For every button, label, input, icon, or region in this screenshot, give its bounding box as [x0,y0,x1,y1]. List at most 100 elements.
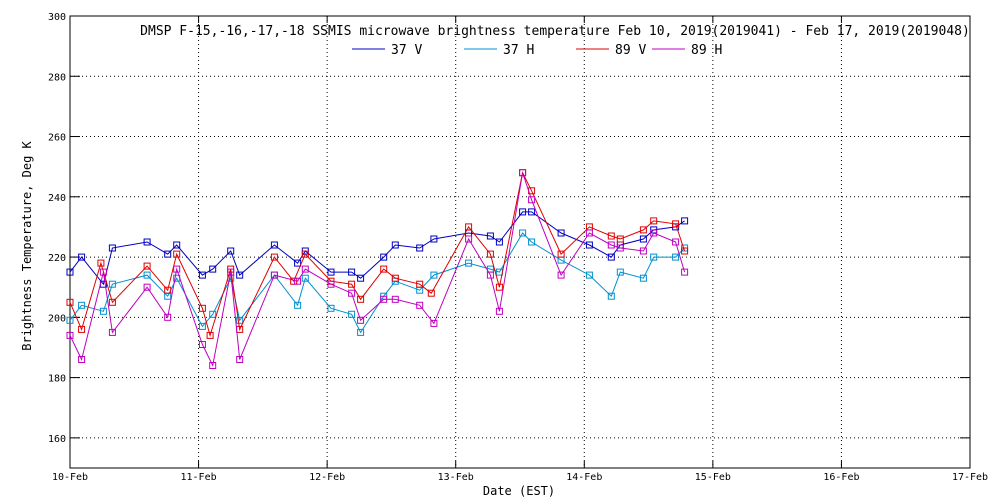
data-point-37h [672,253,680,261]
data-point-37v [585,241,593,249]
chart-title: DMSP F-15,-16,-17,-18 SSMIS microwave br… [140,24,970,39]
data-point-89v [391,274,399,282]
data-point-37v [78,253,86,261]
x-tick-label: 14-Feb [566,472,602,483]
data-point-89v [348,280,356,288]
data-point-37h [650,253,658,261]
data-point-37v [348,268,356,276]
data-point-37v [495,238,503,246]
data-point-89h [270,271,278,279]
legend-label-89v: 89 V [615,43,646,58]
data-point-37h [301,274,309,282]
x-axis-label: Date (EST) [483,484,555,498]
y-tick-label: 300 [48,12,66,23]
data-point-89h [528,196,536,204]
data-point-89v [78,325,86,333]
y-tick-label: 280 [48,72,66,83]
data-point-89v [66,298,74,306]
data-point-89h [650,229,658,237]
data-point-37v [164,250,172,258]
x-tick-label: 10-Feb [52,472,88,483]
legend-label-37h: 37 H [503,43,534,58]
data-point-37h [616,268,624,276]
x-tick-label: 16-Feb [823,472,859,483]
data-point-89h [557,271,565,279]
x-tick-label: 12-Feb [309,472,345,483]
data-point-89v [108,298,116,306]
data-point-37v [294,259,302,267]
data-point-89h [607,241,615,249]
data-point-37v [380,253,388,261]
data-point-89h [209,362,217,369]
legend-label-89h: 89 H [691,43,722,58]
data-point-89h [164,313,172,321]
data-point-37v [557,229,565,237]
data-point-89v [164,286,172,294]
data-point-89h [227,268,235,276]
data-point-37v [391,241,399,249]
data-point-37v [416,244,424,252]
data-point-37v [528,208,536,216]
data-point-89h [391,295,399,303]
data-point-89h [198,341,206,348]
data-point-89h [66,331,74,339]
data-point-37v [209,265,217,273]
data-point-37v [357,274,365,282]
series-line-37h [69,232,685,334]
data-point-37v [270,241,278,249]
x-tick-label: 13-Feb [438,472,474,483]
data-point-37v [227,247,235,255]
axes: 10-Feb 11-Feb 12-Feb 13-Feb 14-Feb 15-Feb 16-F… [48,12,988,483]
data-point-89h [380,295,388,303]
data-point-89h [236,356,244,363]
data-point-89h [327,280,335,288]
data-point-89v [607,232,615,240]
y-tick-label: 200 [48,313,66,324]
data-point-37h [99,307,107,315]
data-point-89v [486,250,494,258]
data-point-89h [348,289,356,297]
data-point-37v [108,244,116,252]
data-point-37h [430,271,438,279]
data-point-89v [465,223,473,231]
data-point-89v [639,226,647,234]
legend-label-37v: 37 V [391,43,422,58]
data-point-89h [430,319,438,327]
series-line-89h [69,172,686,368]
data-point-37h [236,316,244,324]
grid [70,16,970,468]
data-point-37h [108,280,116,288]
data-point-37h [528,238,536,246]
x-tick-label: 11-Feb [181,472,217,483]
data-point-89v [143,262,151,270]
y-tick-label: 160 [48,434,66,445]
data-point-89v [173,250,181,258]
data-point-37v [607,253,615,261]
data-point-37h [209,310,217,318]
data-point-89h [616,244,624,252]
data-point-37h [294,301,302,309]
plot-frame [69,15,971,469]
y-tick-label: 220 [48,253,66,264]
data-point-89h [465,235,473,243]
data-point-89h [486,271,494,279]
data-point-89h [294,277,302,285]
data-point-37h [348,310,356,318]
data-point-89v [616,235,624,243]
data-point-37v [66,268,74,276]
data-point-37h [607,292,615,300]
series-line-89v [69,171,686,338]
x-tick-label: 17-Feb [952,472,988,483]
data-point-89v [301,250,309,258]
data-point-89h [585,229,593,237]
y-tick-label: 240 [48,193,66,204]
data-point-37v [198,271,206,279]
data-point-89h [519,169,527,177]
data-point-89v [270,253,278,261]
data-point-37v [681,217,689,225]
data-point-89v [650,217,658,225]
data-point-89h [416,301,424,309]
data-point-89v [416,280,424,288]
data-point-89v [198,304,206,312]
